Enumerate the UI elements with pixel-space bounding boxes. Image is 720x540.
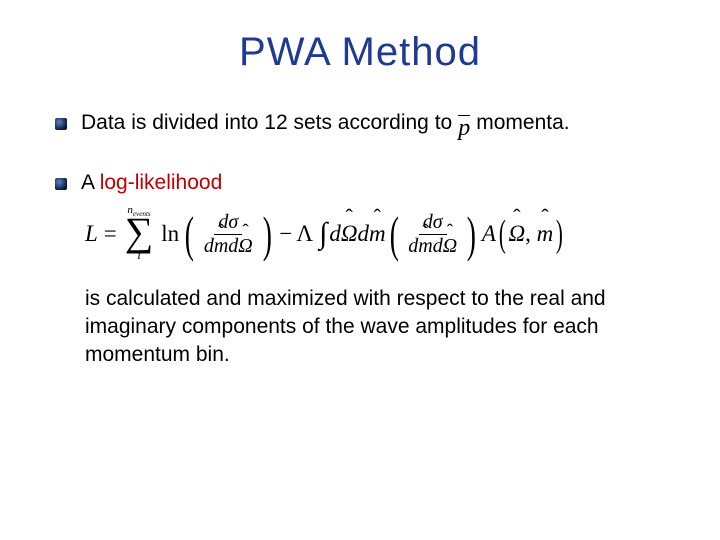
- A-args: Ω, m: [509, 221, 554, 247]
- sym-eq: =: [104, 221, 117, 247]
- fraction: dσ dmdΩ: [200, 212, 257, 257]
- bullet-red-text: log-likelihood: [100, 171, 223, 194]
- bullet-text: A log-likelihood: [81, 169, 222, 197]
- bullet-text-before: Data is divided into 12 sets according t…: [81, 109, 452, 137]
- frac-den: dmdΩ: [404, 235, 461, 257]
- sym-minus: −: [279, 221, 292, 247]
- bullet-body: is calculated and maximized with respect…: [85, 285, 635, 370]
- sum-operator: nevents ∑ i: [123, 218, 156, 251]
- bullet-icon: [55, 118, 67, 130]
- paren-group: ( dσ dmdΩ ): [386, 212, 480, 257]
- sum-top-sub: events: [133, 210, 151, 218]
- sym-lambda: Λ: [296, 221, 313, 247]
- bullet-item: A log-likelihood: [55, 169, 665, 197]
- sym-omega-hat: Ω: [341, 221, 358, 247]
- d-omega: dΩ: [329, 221, 357, 247]
- d-m: dm: [357, 221, 385, 247]
- paren-group: ( Ω, m ): [496, 218, 566, 250]
- bullet-icon: [55, 178, 67, 190]
- slide: PWA Method Data is divided into 12 sets …: [0, 0, 720, 540]
- paren-group: ( dσ dmdΩ ): [181, 212, 275, 257]
- sum-upper-limit: nevents: [123, 204, 156, 218]
- paren-close-icon: ): [263, 213, 272, 256]
- bullet-text: Data is divided into 12 sets according t…: [81, 109, 570, 137]
- paren-close-icon: ): [556, 218, 563, 250]
- p-bar-symbol: p: [458, 115, 470, 131]
- bullet-prefix: A: [81, 171, 100, 194]
- sym-d: d: [357, 221, 369, 246]
- sym-A: A: [482, 221, 496, 247]
- formula: L = nevents ∑ i ln ( dσ dmdΩ ) − Λ ∫ d: [85, 212, 665, 257]
- sym-comma: ,: [525, 221, 531, 246]
- sum-lower-limit: i: [123, 247, 156, 263]
- slide-title: PWA Method: [55, 30, 665, 75]
- sym-ln: ln: [161, 221, 179, 247]
- p-symbol: p: [458, 125, 470, 131]
- paren-open-icon: (: [389, 213, 398, 256]
- sym-d: d: [329, 221, 341, 246]
- integral-icon: ∫: [319, 217, 327, 251]
- paren-close-icon: ): [467, 213, 476, 256]
- frac-den: dmdΩ: [200, 235, 257, 257]
- bullet-item: Data is divided into 12 sets according t…: [55, 109, 665, 137]
- paren-open-icon: (: [499, 218, 506, 250]
- sym-m-hat: m: [369, 221, 386, 247]
- sym-L: L: [85, 221, 98, 247]
- fraction: dσ dmdΩ: [404, 212, 461, 257]
- formula-block: L = nevents ∑ i ln ( dσ dmdΩ ) − Λ ∫ d: [85, 212, 665, 257]
- bullet-text-after: momenta.: [476, 109, 569, 137]
- paren-open-icon: (: [185, 213, 194, 256]
